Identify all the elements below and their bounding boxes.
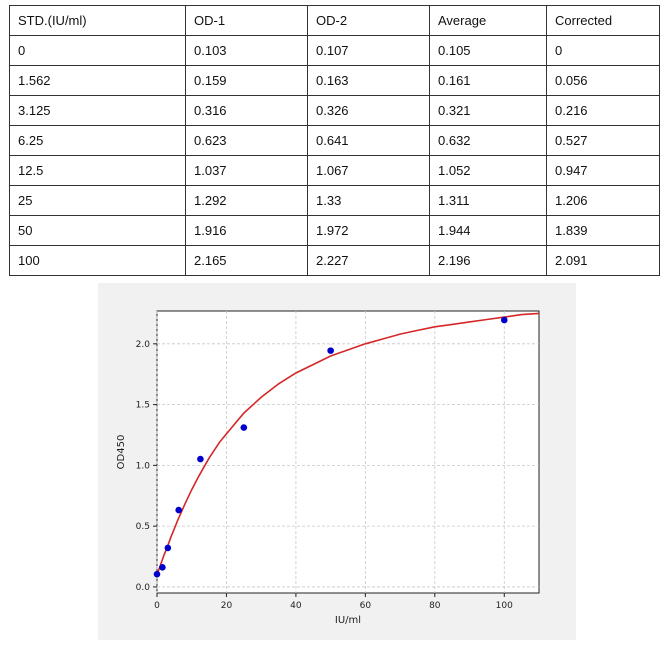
fitted-curve-line [156, 312, 540, 576]
x-tick-label: 60 [360, 601, 372, 611]
data-points-layer [153, 316, 508, 578]
cell-std: 1.562 [9, 65, 186, 96]
table-header-row: STD.(IU/ml) OD-1 OD-2 Average Corrected [9, 5, 660, 36]
cell-std: 50 [9, 215, 186, 246]
y-axis-title: OD450 [116, 435, 127, 470]
y-tick-label: 0.5 [136, 522, 150, 532]
cell-corrected: 0.947 [546, 155, 660, 186]
cell-od1: 0.623 [185, 125, 308, 156]
chart-panel: 0 20 40 60 80 100 0.0 0.5 1.0 1.5 2.0 IU/ml OD450 [98, 283, 576, 640]
cell-average: 1.052 [429, 155, 547, 186]
y-tick-label: 0.0 [136, 583, 151, 593]
x-axis-ticks: 0 20 40 60 80 100 [154, 593, 513, 611]
cell-corrected: 0 [546, 35, 660, 66]
data-point [175, 506, 183, 514]
cell-std: 6.25 [9, 125, 186, 156]
y-tick-label: 1.0 [136, 461, 151, 471]
data-point [240, 424, 248, 431]
cell-od1: 2.165 [185, 245, 308, 276]
cell-std: 0 [9, 35, 186, 66]
data-point [153, 570, 161, 578]
cell-od1: 1.292 [185, 185, 308, 216]
table-row: 3.125 0.316 0.326 0.321 0.216 [9, 95, 660, 126]
data-point [327, 347, 334, 354]
cell-corrected: 1.206 [546, 185, 660, 216]
table-row: 25 1.292 1.33 1.311 1.206 [9, 185, 660, 216]
data-point [159, 564, 166, 571]
y-axis-ticks: 0.0 0.5 1.0 1.5 2.0 [136, 340, 157, 593]
header-average: Average [429, 5, 547, 36]
cell-od2: 0.107 [307, 35, 430, 66]
cell-od1: 0.316 [185, 95, 308, 126]
gridlines [156, 311, 539, 593]
x-tick-label: 20 [221, 601, 233, 611]
cell-corrected: 0.527 [546, 125, 660, 156]
header-std: STD.(IU/ml) [9, 5, 186, 36]
header-corrected: Corrected [546, 5, 660, 36]
cell-average: 1.311 [429, 185, 547, 216]
cell-average: 2.196 [429, 245, 547, 276]
cell-std: 12.5 [9, 155, 186, 186]
cell-corrected: 0.056 [546, 65, 660, 96]
cell-od2: 0.163 [307, 65, 430, 96]
cell-average: 0.321 [429, 95, 547, 126]
cell-od1: 0.103 [185, 35, 308, 66]
cell-od1: 0.159 [185, 65, 308, 96]
cell-od2: 1.067 [307, 155, 430, 186]
x-tick-label: 0 [154, 601, 160, 611]
data-point [164, 544, 172, 552]
plot-area [156, 310, 540, 594]
x-tick-label: 80 [429, 601, 441, 611]
table-row: 50 1.916 1.972 1.944 1.839 [9, 215, 660, 246]
data-point [500, 316, 508, 324]
cell-corrected: 2.091 [546, 245, 660, 276]
x-tick-label: 40 [290, 601, 302, 611]
cell-average: 0.632 [429, 125, 547, 156]
cell-od2: 0.326 [307, 95, 430, 126]
cell-od1: 1.037 [185, 155, 308, 186]
cell-od2: 2.227 [307, 245, 430, 276]
cell-od2: 0.641 [307, 125, 430, 156]
y-tick-label: 1.5 [136, 401, 150, 411]
table-row: 1.562 0.159 0.163 0.161 0.056 [9, 65, 660, 96]
cell-std: 3.125 [9, 95, 186, 126]
cell-corrected: 0.216 [546, 95, 660, 126]
x-axis-title: IU/ml [335, 615, 361, 626]
table-row: 0 0.103 0.107 0.105 0 [9, 35, 660, 66]
cell-od2: 1.33 [307, 185, 430, 216]
cell-corrected: 1.839 [546, 215, 660, 246]
cell-average: 1.944 [429, 215, 547, 246]
table-row: 12.5 1.037 1.067 1.052 0.947 [9, 155, 660, 186]
cell-average: 0.161 [429, 65, 547, 96]
y-tick-label: 2.0 [136, 340, 151, 350]
header-od2: OD-2 [307, 5, 430, 36]
table-row: 6.25 0.623 0.641 0.632 0.527 [9, 125, 660, 156]
fitted-curve-layer [156, 312, 540, 576]
standard-curve-chart: 0 20 40 60 80 100 0.0 0.5 1.0 1.5 2.0 IU/ml OD450 [116, 310, 540, 626]
cell-average: 0.105 [429, 35, 547, 66]
cell-od2: 1.972 [307, 215, 430, 246]
standard-curve-table: STD.(IU/ml) OD-1 OD-2 Average Corrected … [9, 5, 660, 276]
cell-std: 25 [9, 185, 186, 216]
data-point [197, 455, 204, 463]
cell-od1: 1.916 [185, 215, 308, 246]
cell-std: 100 [9, 245, 186, 276]
x-tick-label: 100 [496, 601, 513, 611]
table-row: 100 2.165 2.227 2.196 2.091 [9, 245, 660, 276]
header-od1: OD-1 [185, 5, 308, 36]
